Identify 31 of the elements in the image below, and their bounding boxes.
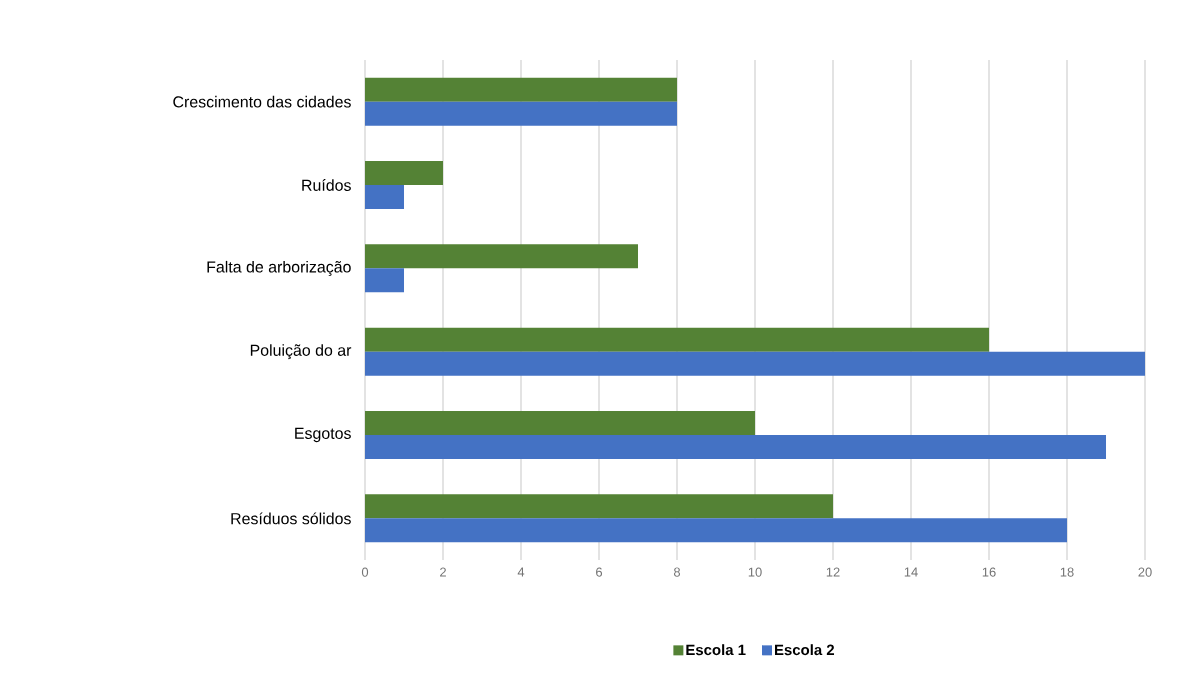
x-tick-label: 4: [517, 567, 525, 577]
bar: [365, 268, 404, 293]
y-tick-label: Resíduos sólidos: [231, 512, 351, 525]
x-tick-label: 16: [982, 567, 996, 577]
y-tick-label: Ruídos: [302, 179, 351, 191]
bar: [365, 77, 677, 102]
bar: [365, 327, 990, 352]
x-tick-label: 14: [904, 567, 918, 577]
bar: [365, 351, 1146, 376]
bar: [365, 101, 677, 126]
bar: [365, 244, 638, 269]
bar: [365, 411, 755, 435]
bar: [365, 185, 404, 209]
y-tick-label: Crescimento das cidades: [173, 95, 351, 108]
x-tick-label: 2: [440, 567, 446, 577]
y-tick-label: Falta de arborização: [207, 260, 351, 276]
y-tick-label: Poluição do ar: [250, 344, 352, 360]
legend-label: Escola 2: [775, 644, 835, 656]
bar: [365, 518, 1068, 543]
x-tick-label: 0: [361, 567, 369, 577]
x-tick-label: 20: [1138, 567, 1152, 577]
x-tick-label: 10: [748, 567, 762, 577]
bar: [365, 435, 1107, 459]
x-tick-label: 6: [596, 567, 603, 577]
bar: [365, 161, 443, 185]
bar: [365, 494, 834, 519]
x-tick-label: 12: [826, 567, 840, 577]
x-tick-label: 8: [673, 567, 681, 577]
y-tick-label: Esgotos: [295, 427, 351, 443]
legend-label: Escola 1: [686, 644, 746, 656]
x-tick-label: 18: [1060, 567, 1074, 577]
